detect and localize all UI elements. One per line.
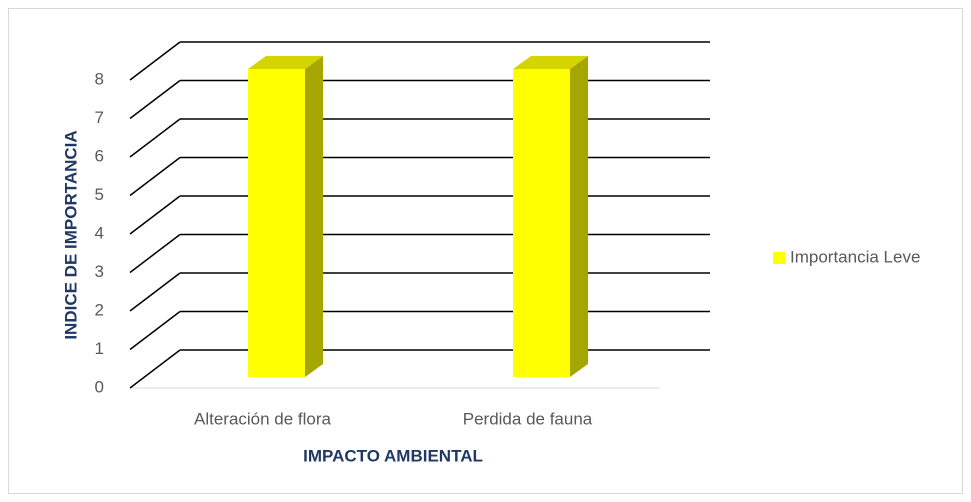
grid-line-side xyxy=(129,349,181,389)
x-tick-label: Alteración de flora xyxy=(194,409,332,428)
x-tick-label: Perdida de fauna xyxy=(463,409,593,428)
y-tick-label: 5 xyxy=(95,185,104,204)
bar xyxy=(248,69,305,377)
grid-line-side xyxy=(129,310,181,351)
bar-top xyxy=(248,56,323,69)
bar-side xyxy=(570,56,588,377)
y-tick-label: 4 xyxy=(95,223,104,242)
bar-side xyxy=(305,56,323,377)
y-tick-label: 3 xyxy=(95,262,104,281)
bar xyxy=(513,69,570,377)
legend-label: Importancia Leve xyxy=(790,247,920,266)
grid-line-side xyxy=(129,79,181,120)
y-tick-label: 2 xyxy=(95,300,104,319)
grid-line-side xyxy=(129,118,181,158)
y-tick-label: 8 xyxy=(95,69,104,88)
y-tick-label: 6 xyxy=(95,146,104,165)
grid-line-side xyxy=(129,233,181,274)
legend-swatch xyxy=(773,252,785,264)
grid-line-side xyxy=(129,195,181,235)
y-tick-label: 1 xyxy=(95,339,104,358)
grid-line-side xyxy=(129,272,181,312)
y-axis-title: INDICE DE IMPORTANCIA xyxy=(61,130,80,339)
y-tick-label: 0 xyxy=(95,377,104,396)
x-axis-title: IMPACTO AMBIENTAL xyxy=(303,446,483,465)
grid-line-side xyxy=(129,41,181,81)
grid-line-side xyxy=(129,156,181,197)
bar-top xyxy=(513,56,588,69)
y-tick-label: 7 xyxy=(95,108,104,127)
